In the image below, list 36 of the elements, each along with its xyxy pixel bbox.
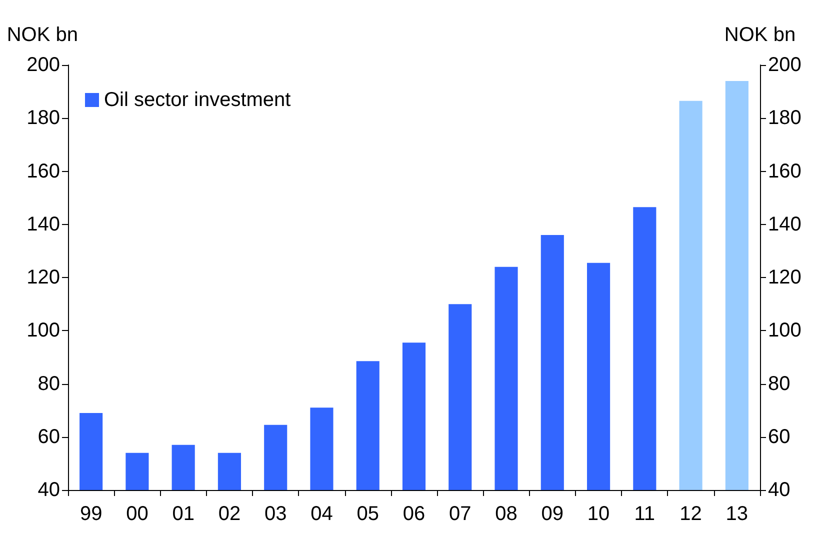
x-tick-label: 07 — [449, 503, 472, 525]
x-tick-label: 02 — [218, 503, 241, 525]
x-tick-label: 10 — [587, 503, 610, 525]
x-tick-label: 12 — [680, 503, 702, 525]
y2-tick-label: 60 — [768, 426, 790, 448]
y-tick-label: 200 — [26, 54, 60, 76]
y2-axis-title: NOK bn — [724, 24, 796, 46]
x-tick-label: 03 — [264, 503, 287, 525]
x-tick-label: 99 — [80, 503, 102, 525]
x-tick-label: 01 — [172, 503, 194, 525]
legend-label: Oil sector investment — [104, 89, 292, 111]
x-tick-label: 06 — [402, 503, 426, 525]
x-tick-label: 05 — [356, 503, 379, 525]
y-tick-label: 140 — [26, 213, 60, 236]
y2-tick-label: 180 — [768, 107, 802, 130]
x-tick-label: 11 — [634, 503, 656, 525]
y2-tick-label: 160 — [768, 160, 802, 182]
y-tick-label: 180 — [26, 107, 60, 130]
x-tick-label: 04 — [310, 503, 333, 525]
y2-tick-label: 40 — [768, 479, 790, 501]
y2-tick-label: 200 — [768, 54, 802, 76]
y2-tick-label: 120 — [768, 266, 802, 288]
y-tick-label: 40 — [38, 479, 60, 501]
y-tick-label: 120 — [26, 266, 60, 288]
y-axis-title: NOK bn — [6, 24, 78, 46]
x-tick-label: 09 — [541, 503, 564, 525]
x-tick-label: 13 — [726, 503, 748, 525]
x-tick-label: 00 — [126, 503, 148, 525]
y-tick-label: 160 — [26, 160, 60, 182]
x-tick-label: 08 — [495, 503, 518, 525]
y2-tick-label: 80 — [768, 372, 790, 395]
y-tick-label: 100 — [26, 320, 60, 342]
y-tick-label: 60 — [38, 426, 60, 448]
y-tick-label: 80 — [38, 372, 60, 395]
y2-tick-label: 100 — [768, 320, 802, 342]
y2-tick-label: 140 — [768, 213, 802, 236]
